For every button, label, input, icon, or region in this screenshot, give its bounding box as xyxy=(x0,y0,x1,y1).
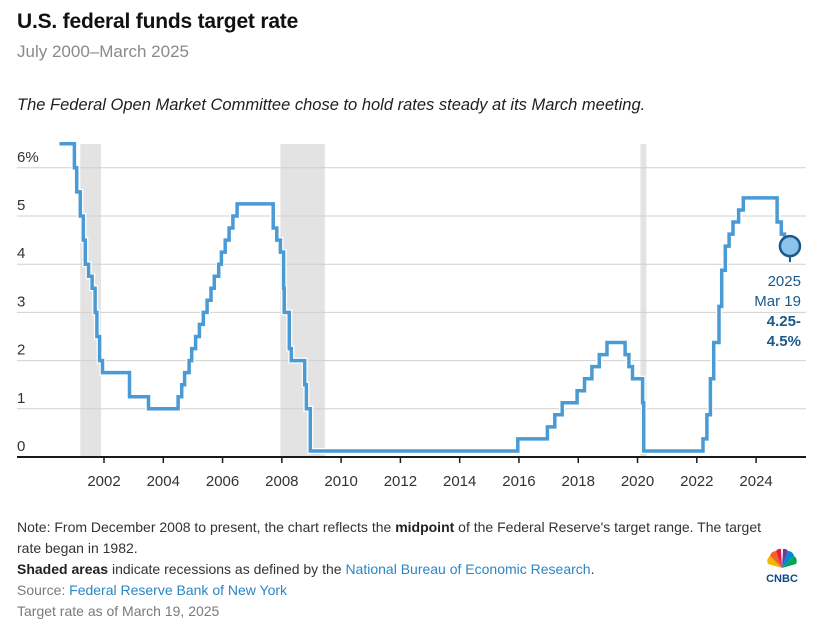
annotation-marker xyxy=(778,234,802,258)
recession-bands xyxy=(80,144,647,457)
footnotes: Note: From December 2008 to present, the… xyxy=(17,517,777,622)
y-tick-label: 3 xyxy=(17,293,25,310)
note-text: Note: From December 2008 to present, the… xyxy=(17,519,396,535)
y-tick-label: 0 xyxy=(17,438,25,455)
chart-dek: The Federal Open Market Committee chose … xyxy=(17,96,646,114)
source-link[interactable]: Federal Reserve Bank of New York xyxy=(69,582,288,598)
annotation-value-2: 4.5% xyxy=(767,333,801,350)
asof-line: Target rate as of March 19, 2025 xyxy=(17,603,220,619)
annotation-group: 2025 Mar 19 4.25- 4.5% xyxy=(754,234,802,350)
y-axis-labels: 0 1 2 3 4 5 6% xyxy=(17,149,39,455)
y-tick-label: 1 xyxy=(17,390,25,407)
x-tick-label: 2016 xyxy=(502,473,535,490)
series-group xyxy=(59,140,792,454)
y-tick-label: 6% xyxy=(17,149,39,166)
gridlines xyxy=(17,167,806,410)
shaded-bold: Shaded areas xyxy=(17,561,109,577)
x-tick-label: 2018 xyxy=(562,473,595,490)
rate-chart: 0 1 2 3 4 5 6% 2002 2004 2006 2008 2010 2012 2014 201… xyxy=(17,140,806,490)
y-tick-label: 2 xyxy=(17,342,25,359)
annotation-year: 2025 xyxy=(768,273,801,290)
logo-wordmark: CNBC xyxy=(766,573,798,585)
annotation-date: Mar 19 xyxy=(754,293,801,310)
note-text-end: of the Federal Reserve's target range. T… xyxy=(17,519,761,556)
annotation-value-1: 4.25- xyxy=(767,313,801,330)
x-tick-label: 2010 xyxy=(324,473,357,490)
x-tick-label: 2008 xyxy=(265,473,298,490)
peacock-icon xyxy=(767,548,797,568)
x-tick-label: 2024 xyxy=(739,473,772,490)
x-axis: 2002 2004 2006 2008 2010 2012 2014 2016 2018 2020… xyxy=(17,456,806,490)
y-tick-label: 5 xyxy=(17,197,25,214)
source-line: Source: Federal Reserve Bank of New York xyxy=(17,580,777,601)
shaded-text: indicate recessions as defined by the xyxy=(108,561,346,577)
shaded-end: . xyxy=(590,561,595,577)
shaded-line: Shaded areas indicate recessions as defi… xyxy=(17,559,777,580)
series-line xyxy=(59,141,792,453)
x-tick-label: 2022 xyxy=(680,473,713,490)
x-tick-label: 2006 xyxy=(206,473,239,490)
source-label: Source: xyxy=(17,582,70,598)
x-tick-label: 2012 xyxy=(384,473,417,490)
recession-band xyxy=(280,144,325,457)
x-tick-label: 2014 xyxy=(443,473,476,490)
chart-title: U.S. federal funds target rate xyxy=(17,10,299,33)
x-tick-label: 2002 xyxy=(87,473,120,490)
recession-band xyxy=(640,144,647,457)
x-tick-label: 2004 xyxy=(147,473,180,490)
x-tick-label: 2020 xyxy=(621,473,654,490)
chart-subtitle: July 2000–March 2025 xyxy=(17,42,190,61)
y-tick-label: 4 xyxy=(17,245,25,262)
series-halo xyxy=(59,140,792,454)
nber-link[interactable]: National Bureau of Economic Research xyxy=(345,561,591,577)
note-line: Note: From December 2008 to present, the… xyxy=(17,517,777,559)
note-bold: midpoint xyxy=(395,519,455,535)
cnbc-logo: CNBC xyxy=(766,548,798,585)
